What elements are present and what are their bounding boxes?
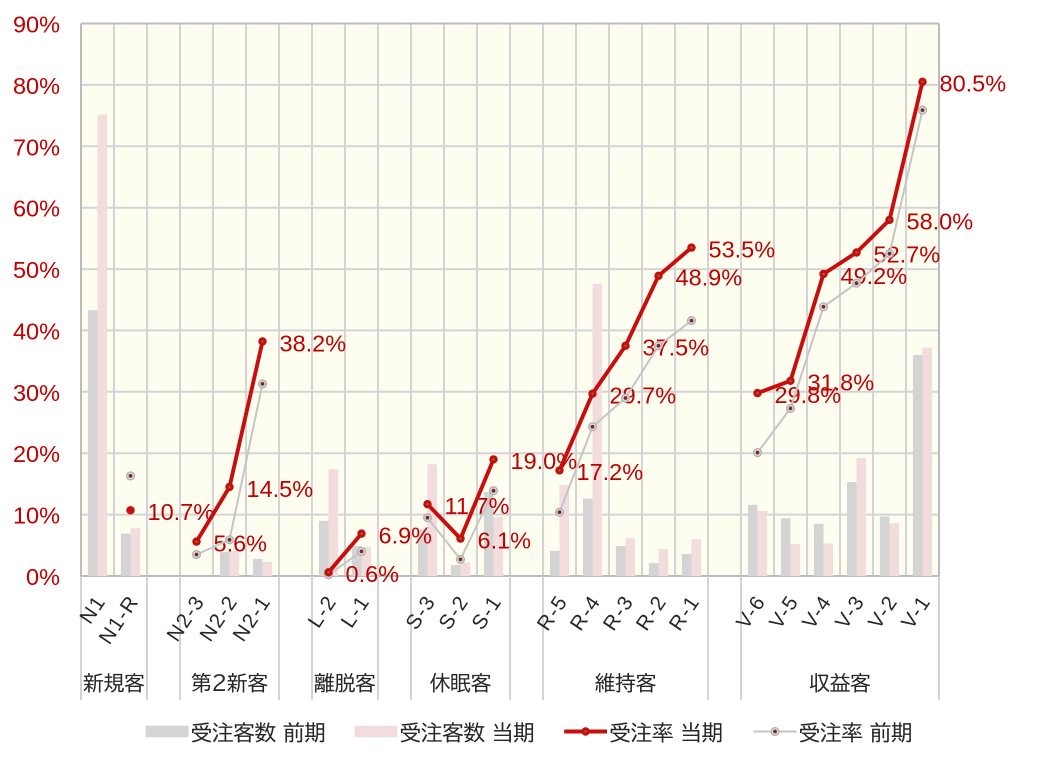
svg-text:17.2%: 17.2% xyxy=(577,459,644,485)
svg-text:10.7%: 10.7% xyxy=(148,499,215,525)
svg-text:38.2%: 38.2% xyxy=(280,330,347,356)
svg-text:80.5%: 80.5% xyxy=(940,71,1007,97)
svg-text:90%: 90% xyxy=(13,12,60,38)
svg-text:6.1%: 6.1% xyxy=(478,527,532,553)
svg-text:37.5%: 37.5% xyxy=(643,335,710,361)
svg-text:31.8%: 31.8% xyxy=(808,370,875,396)
svg-text:58.0%: 58.0% xyxy=(907,209,974,235)
svg-text:60%: 60% xyxy=(13,196,60,222)
svg-text:70%: 70% xyxy=(13,134,60,160)
svg-text:50%: 50% xyxy=(13,257,60,283)
svg-text:20%: 20% xyxy=(13,441,60,467)
svg-text:6.9%: 6.9% xyxy=(379,522,433,548)
svg-text:29.7%: 29.7% xyxy=(610,383,677,409)
svg-text:14.5%: 14.5% xyxy=(247,476,314,502)
svg-text:0.6%: 0.6% xyxy=(346,561,400,587)
svg-text:40%: 40% xyxy=(13,318,60,344)
svg-text:48.9%: 48.9% xyxy=(676,265,743,291)
svg-text:53.5%: 53.5% xyxy=(709,236,776,262)
svg-text:30%: 30% xyxy=(13,380,60,406)
svg-text:80%: 80% xyxy=(13,73,60,99)
svg-text:29.8%: 29.8% xyxy=(775,382,842,408)
svg-text:10%: 10% xyxy=(13,503,60,529)
svg-text:52.7%: 52.7% xyxy=(874,241,941,267)
svg-text:0%: 0% xyxy=(26,564,60,590)
